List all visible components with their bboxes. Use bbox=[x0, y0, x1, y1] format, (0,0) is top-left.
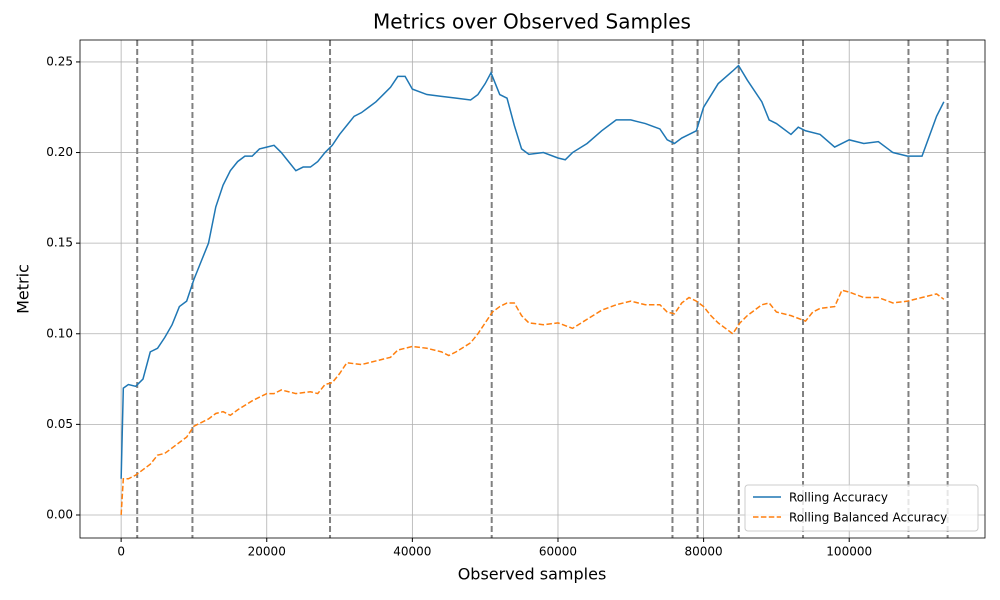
y-tick-label: 0.05 bbox=[46, 417, 73, 431]
y-axis-label: Metric bbox=[14, 264, 33, 314]
x-axis-label: Observed samples bbox=[458, 565, 607, 584]
y-tick-label: 0.20 bbox=[46, 145, 73, 159]
x-tick-label: 60000 bbox=[539, 545, 577, 559]
legend-box bbox=[744, 484, 979, 532]
x-tick-label: 100000 bbox=[826, 545, 872, 559]
x-tick-label: 20000 bbox=[248, 545, 286, 559]
legend-label: Rolling Balanced Accuracy bbox=[789, 511, 947, 525]
series-line bbox=[120, 289, 945, 516]
plot-frame bbox=[79, 39, 986, 539]
series-line bbox=[120, 64, 945, 479]
y-tick-label: 0.15 bbox=[46, 236, 73, 250]
x-tick-label: 0 bbox=[117, 545, 125, 559]
x-tick-label: 40000 bbox=[393, 545, 431, 559]
legend-label: Rolling Accuracy bbox=[789, 491, 888, 505]
y-tick-label: 0.25 bbox=[46, 54, 73, 68]
y-tick-label: 0.00 bbox=[46, 507, 73, 521]
chart-title: Metrics over Observed Samples bbox=[373, 10, 691, 34]
y-tick-label: 0.10 bbox=[46, 326, 73, 340]
x-tick-label: 80000 bbox=[685, 545, 723, 559]
